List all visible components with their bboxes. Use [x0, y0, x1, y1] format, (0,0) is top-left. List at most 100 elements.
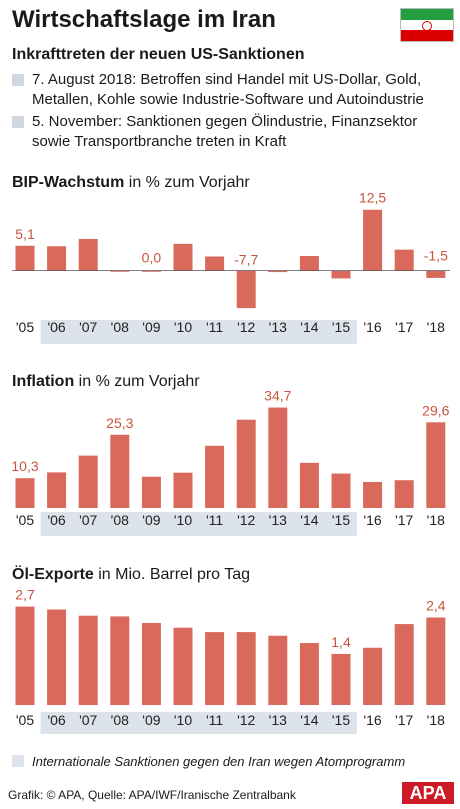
gdp-bar	[299, 256, 319, 271]
inflation-title-rest: in % zum Vorjahr	[74, 373, 200, 390]
gdp-data-label: -7,7	[234, 252, 258, 268]
legend-swatch-icon	[12, 755, 24, 767]
gdp-tick-label: '11	[206, 319, 223, 335]
oil-tick-label: '14	[300, 712, 318, 728]
oil-tick-label: '13	[269, 712, 287, 728]
inflation-tick-label: '07	[79, 512, 97, 528]
inflation-title-bold: Inflation	[12, 373, 75, 390]
oil-tick-label: '18	[427, 712, 445, 728]
gdp-data-label: -1,5	[424, 248, 448, 264]
oil-title-bold: Öl-Exporte	[12, 566, 94, 583]
inflation-bar	[426, 422, 446, 508]
oil-bar	[78, 615, 98, 705]
inflation-bar	[78, 455, 98, 508]
gdp-bar	[78, 238, 98, 271]
oil-tick-label: '09	[142, 712, 160, 728]
inflation-bar	[173, 472, 193, 508]
inflation-chart-title: Inflation in % zum Vorjahr	[12, 373, 200, 391]
oil-tick-label: '16	[363, 712, 381, 728]
oil-bar	[268, 635, 288, 705]
oil-tick-label: '12	[237, 712, 255, 728]
gdp-bar	[205, 256, 225, 271]
oil-bar	[15, 606, 35, 705]
oil-data-label: 2,4	[426, 598, 446, 614]
gdp-tick-label: '08	[111, 319, 129, 335]
inflation-bar	[331, 473, 351, 508]
gdp-bar	[15, 245, 35, 271]
gdp-sanctions-band	[40, 320, 357, 344]
gdp-bar	[47, 246, 67, 271]
oil-sanctions-band	[40, 712, 357, 734]
oil-bar	[236, 632, 256, 705]
inflation-bar	[205, 445, 225, 508]
gdp-bar	[394, 249, 414, 271]
inflation-bar	[110, 434, 130, 508]
oil-bar	[47, 609, 67, 705]
oil-tick-label: '05	[16, 712, 34, 728]
oil-bar	[299, 643, 319, 705]
inflation-tick-label: '17	[395, 512, 413, 528]
inflation-bar	[268, 407, 288, 508]
gdp-chart-title: BIP-Wachstum in % zum Vorjahr	[12, 174, 250, 192]
inflation-tick-label: '18	[427, 512, 445, 528]
gdp-tick-label: '15	[332, 319, 350, 335]
oil-title-rest: in Mio. Barrel pro Tag	[93, 566, 251, 583]
inflation-bar	[141, 476, 161, 508]
inflation-tick-label: '09	[142, 512, 160, 528]
inflation-tick-label: '11	[206, 512, 223, 528]
oil-bar	[173, 627, 193, 705]
oil-tick-label: '06	[47, 712, 65, 728]
source-note: Grafik: © APA, Quelle: APA/IWF/Iranische…	[8, 788, 296, 802]
inflation-bar	[363, 481, 383, 508]
gdp-data-label: 12,5	[359, 190, 386, 206]
gdp-bar	[426, 270, 446, 278]
oil-bar	[141, 622, 161, 705]
inflation-tick-label: '08	[111, 512, 129, 528]
gdp-bar	[173, 243, 193, 271]
bullet-august: 7. August 2018: Betroffen sind Handel mi…	[12, 70, 452, 110]
gdp-tick-label: '09	[142, 319, 160, 335]
oil-data-label: 2,7	[15, 587, 35, 603]
inflation-bar	[15, 478, 35, 508]
bullet-text: 5. November: Sanktionen gegen Ölindustri…	[32, 113, 418, 150]
gdp-tick-label: '17	[395, 319, 413, 335]
oil-data-label: 1,4	[331, 634, 351, 650]
gdp-tick-label: '05	[16, 319, 34, 335]
gdp-title-bold: BIP-Wachstum	[12, 174, 125, 191]
gdp-bar	[110, 270, 130, 272]
oil-bar	[363, 647, 383, 705]
bullet-box-icon	[12, 116, 24, 128]
gdp-tick-label: '18	[427, 319, 445, 335]
gdp-bar	[236, 270, 256, 309]
gdp-tick-label: '07	[79, 319, 97, 335]
inflation-tick-label: '15	[332, 512, 350, 528]
inflation-tick-label: '16	[363, 512, 381, 528]
gdp-bar	[141, 270, 161, 272]
iran-flag-icon	[400, 8, 454, 42]
inflation-data-label: 34,7	[264, 388, 291, 404]
inflation-bar	[236, 419, 256, 508]
bullet-box-icon	[12, 74, 24, 86]
inflation-tick-label: '13	[269, 512, 287, 528]
gdp-tick-label: '14	[300, 319, 318, 335]
gdp-tick-label: '12	[237, 319, 255, 335]
gdp-bar	[363, 209, 383, 271]
oil-bar	[331, 653, 351, 705]
gdp-data-label: 5,1	[15, 226, 35, 242]
oil-bar	[110, 616, 130, 705]
inflation-bar	[47, 472, 67, 508]
oil-tick-label: '07	[79, 712, 97, 728]
gdp-tick-label: '10	[174, 319, 192, 335]
inflation-tick-label: '05	[16, 512, 34, 528]
subtitle: Inkrafttreten der neuen US-Sanktionen	[12, 46, 305, 63]
oil-tick-label: '17	[395, 712, 413, 728]
oil-chart-title: Öl-Exporte in Mio. Barrel pro Tag	[12, 566, 250, 584]
oil-tick-label: '15	[332, 712, 350, 728]
oil-tick-label: '10	[174, 712, 192, 728]
legend-text: Internationale Sanktionen gegen den Iran…	[32, 754, 406, 769]
gdp-tick-label: '13	[269, 319, 287, 335]
inflation-sanctions-band	[40, 512, 357, 536]
gdp-bar	[268, 270, 288, 273]
gdp-bar	[331, 270, 351, 279]
inflation-tick-label: '14	[300, 512, 318, 528]
